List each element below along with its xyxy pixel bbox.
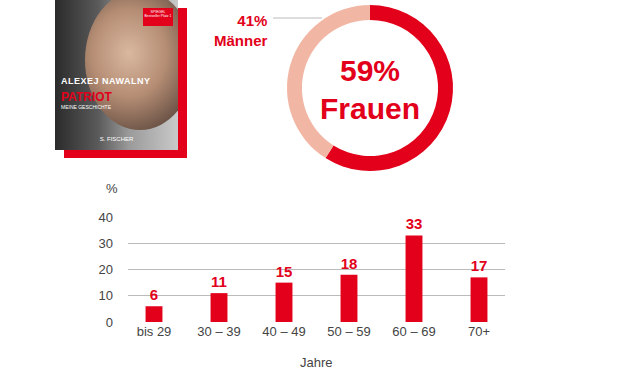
svg-text:11: 11 bbox=[211, 273, 227, 290]
svg-text:6: 6 bbox=[150, 286, 158, 303]
html-text:MEINE GESCHICHTE: MEINE GESCHICHTE bbox=[61, 104, 111, 110]
svg-text:bis 29: bis 29 bbox=[137, 324, 172, 339]
svg-text:10: 10 bbox=[99, 288, 113, 303]
svg-text:40 – 49: 40 – 49 bbox=[262, 324, 305, 339]
svg-text:40: 40 bbox=[99, 210, 113, 225]
html-text:PATRIOT: PATRIOT bbox=[61, 90, 112, 104]
svg-text:17: 17 bbox=[471, 257, 488, 274]
svg-text:50 – 59: 50 – 59 bbox=[327, 324, 370, 339]
html-text:SPIEGEL Bestseller Platz 1: SPIEGEL Bestseller Platz 1 bbox=[144, 10, 172, 18]
svg-text:18: 18 bbox=[341, 255, 358, 272]
svg-text:59%: 59% bbox=[340, 54, 400, 87]
svg-text:70+: 70+ bbox=[468, 324, 490, 339]
svg-text:30 – 39: 30 – 39 bbox=[197, 324, 240, 339]
svg-text:0: 0 bbox=[106, 315, 113, 330]
svg-text:20: 20 bbox=[99, 262, 113, 277]
svg-text:41%Männer: 41%Männer bbox=[214, 12, 268, 49]
svg-text:30: 30 bbox=[99, 236, 113, 251]
svg-text:15: 15 bbox=[276, 263, 293, 280]
svg-text:60 – 69: 60 – 69 bbox=[392, 324, 435, 339]
svg-text:Jahre: Jahre bbox=[300, 355, 333, 370]
html-text:ALEXEJ NAWALNY: ALEXEJ NAWALNY bbox=[61, 76, 151, 86]
html-text:S. FISCHER: S. FISCHER bbox=[99, 136, 134, 142]
svg-text:%: % bbox=[106, 181, 118, 196]
svg-text:33: 33 bbox=[406, 215, 423, 232]
svg-text:Frauen: Frauen bbox=[320, 92, 420, 125]
